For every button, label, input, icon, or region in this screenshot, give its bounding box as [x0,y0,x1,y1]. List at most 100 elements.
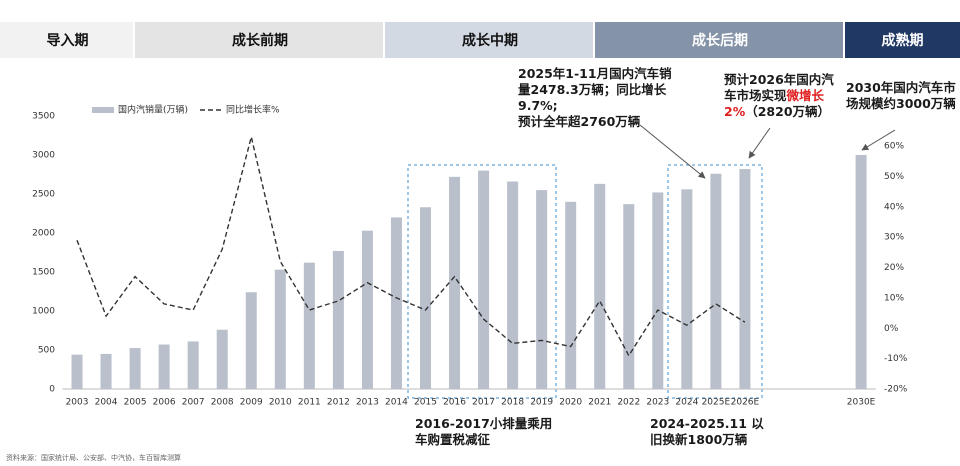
x-tick-label: 2022 [617,398,640,408]
x-tick-label: 2012 [327,398,350,408]
x-tick-label: 2006 [153,398,176,408]
legend-label: 同比增长率% [226,104,280,116]
x-tick-label: 2007 [182,398,205,408]
x-tick-label: 2023 [646,398,669,408]
x-tick-label: 2011 [298,398,321,408]
bar [419,207,431,389]
bar [594,183,606,389]
bar [681,189,693,389]
annotation-text: 2024-2025.11 以 [650,416,764,431]
annotation: 量2478.3万辆；同比增长 [518,82,667,97]
y2-tick-label: 60% [884,142,904,152]
annotation-text: 预计全年超2760万辆 [518,114,641,129]
annotation-text: 9.7%; [518,98,558,113]
bar [129,348,141,389]
bar [507,181,519,389]
bar [71,354,83,389]
y-tick-label: 3000 [32,151,55,161]
x-tick-label: 2008 [211,398,234,408]
x-tick-label: 2030E [847,398,876,408]
arrow [748,127,771,159]
x-tick-label: 2017 [472,398,495,408]
annotation: 旧换新1800万辆 [650,432,748,447]
x-tick-label: 2010 [269,398,292,408]
x-tick-label: 2009 [240,398,263,408]
x-tick-label: 2013 [356,398,379,408]
annotation-text: 预计2026年国内汽 [724,72,834,87]
annotation: 预计2026年国内汽 [724,72,834,87]
phase-band [135,22,383,58]
x-tick-label: 2020 [559,398,582,408]
phase-label: 成熟期 [882,32,924,49]
arrow [861,129,896,151]
line [76,136,746,357]
annotation: 2024-2025.11 以 [650,416,764,431]
annotation-text: 2030年国内汽车市 [846,80,956,95]
y-tick-label: 3500 [32,112,55,122]
y2-tick-label: 0% [884,324,899,334]
annotation-text: 2% [724,104,746,119]
x-tick-label: 2021 [588,398,611,408]
phase-band [845,22,960,58]
x-tick-label: 2015 [414,398,437,408]
bar [536,190,548,389]
bar [158,344,170,389]
annotation: 车购置税减征 [415,432,491,447]
y-tick-label: 2500 [32,190,55,200]
annotation-text: 旧换新1800万辆 [650,432,748,447]
annotation-text: 车市场实现 [724,88,787,103]
y-tick-label: 1000 [32,307,55,317]
bar [652,192,664,389]
y2-tick-label: 50% [884,172,904,182]
x-tick-label: 2018 [501,398,524,408]
annotation-text: 车购置税减征 [415,432,491,447]
x-tick-label: 2024 [675,398,698,408]
bar [245,292,257,389]
bar [855,155,867,389]
legend-swatch [92,107,114,113]
annotation: 2016-2017小排量乘用 [415,416,552,431]
bar [623,204,635,389]
phase-label: 导入期 [47,33,89,49]
bar [100,353,112,389]
y2-tick-label: 40% [884,202,904,212]
annotation-text: （2820万辆） [745,104,830,119]
annotation: 2%（2820万辆） [724,104,830,119]
x-tick-label: 2016 [443,398,466,408]
x-tick-label: 2005 [124,398,147,408]
annotation: 2030年国内汽车市 [846,80,956,95]
y2-tick-label: 20% [884,263,904,273]
highlight-box [667,164,763,399]
phase-label: 成长前期 [232,32,288,49]
legend-label: 国内汽销量(万辆) [118,104,188,116]
phase-band [0,22,133,58]
y2-tick-label: 10% [884,293,904,303]
x-tick-label: 2004 [95,398,118,408]
y2-tick-label: 30% [884,233,904,243]
y-tick-label: 1500 [32,268,55,278]
phase-label: 成长中期 [462,32,518,49]
bar [710,173,722,389]
highlight-box [407,164,557,399]
bar [478,170,490,389]
annotation: 2025年1-11月国内汽车销 [518,66,672,81]
bar [303,262,315,389]
phase-band [385,22,593,58]
source-note: 资料来源：国家统计局、公安部、中汽协，车百智库测算 [6,453,181,462]
y2-tick-label: -20% [884,385,908,395]
y2-tick-label: -10% [884,354,908,364]
y-tick-label: 2000 [32,229,55,239]
bar [187,341,199,389]
x-tick-label: 2003 [66,398,89,408]
annotation-text: 2016-2017小排量乘用 [415,416,552,431]
bar [739,169,751,389]
annotation-text: 场规模约3000万辆 [846,96,956,111]
annotation-text: 2025年1-11月国内汽车销 [518,66,672,81]
annotation-text: 量2478.3万辆；同比增长 [518,82,667,97]
phase-label: 成长后期 [692,32,748,49]
y-tick-label: 0 [49,385,55,395]
annotation: 9.7%; [518,98,558,113]
bar [332,250,344,389]
x-tick-label: 2019 [530,398,553,408]
